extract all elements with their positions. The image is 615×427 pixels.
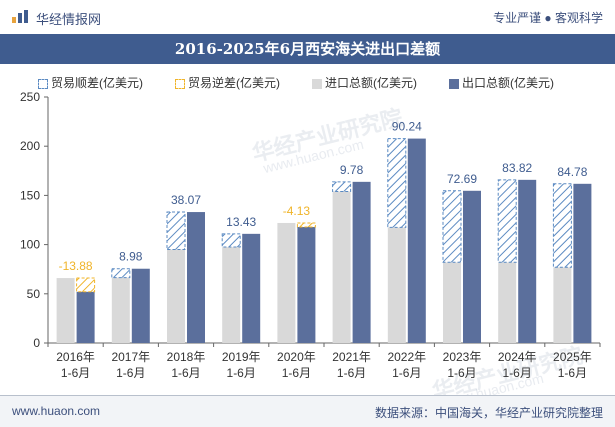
x-tick-label-period: 1-6月 (61, 366, 90, 380)
trade-balance-chart: 0 50 100 150 200 250 -13.88 2016年 1-6月 8.98 2017年 1… (20, 90, 601, 380)
surplus-segment (497, 179, 517, 263)
export-bar (187, 212, 205, 343)
balance-label: 9.78 (340, 163, 364, 177)
footer-divider (0, 395, 615, 396)
x-tick-label-year: 2021年 (332, 350, 371, 364)
brand-name: 华经情报网 (36, 12, 102, 27)
import-bar (222, 247, 241, 343)
balance-label: 13.43 (226, 215, 256, 229)
legend-item-import: 进口总额(亿美元) (312, 74, 417, 91)
x-tick-label-year: 2018年 (167, 350, 206, 364)
x-tick-label-period: 1-6月 (503, 366, 532, 380)
tagline: 专业严谨 ● 客观科学 (493, 11, 603, 25)
footer: www.huaon.com 数据来源：中国海关，华经产业研究院整理 (0, 396, 615, 427)
chart-title: 2016-2025年6月西安海关进出口差额 (174, 40, 441, 58)
legend-swatch-surplus (38, 78, 48, 89)
x-tick-label-period: 1-6月 (447, 366, 476, 380)
legend-item-deficit: 贸易逆差(亿美元) (175, 74, 280, 91)
deficit-segment (296, 222, 316, 228)
balance-label: 83.82 (502, 161, 532, 175)
x-tick-label-year: 2023年 (443, 350, 482, 364)
y-tick-label: 50 (27, 287, 41, 301)
x-tick-label-period: 1-6月 (558, 366, 587, 380)
balance-label: -13.88 (59, 259, 93, 273)
x-tick-label-period: 1-6月 (282, 366, 311, 380)
import-bar (387, 227, 406, 343)
legend-label-export: 出口总额(亿美元) (462, 76, 554, 90)
import-bar (277, 222, 296, 343)
balance-label: 84.78 (557, 165, 587, 179)
surplus-segment (387, 138, 407, 228)
export-bar (242, 233, 261, 343)
x-tick-label-period: 1-6月 (116, 366, 145, 380)
y-tick-label: 250 (20, 90, 40, 104)
surplus-segment (332, 181, 352, 192)
x-tick-label-year: 2025年 (553, 350, 592, 364)
legend-swatch-import (312, 78, 322, 89)
y-tick-label: 150 (20, 188, 40, 202)
legend-label-surplus: 贸易顺差(亿美元) (51, 76, 143, 90)
balance-label: 8.98 (119, 250, 143, 264)
y-tick-label: 100 (20, 238, 40, 252)
x-tick-label-year: 2022年 (387, 350, 426, 364)
balance-label: -4.13 (283, 204, 311, 218)
y-tick-label: 0 (33, 336, 40, 350)
legend-swatch-export (449, 78, 459, 89)
legend-label-import: 进口总额(亿美元) (325, 76, 417, 90)
y-tick-label: 200 (20, 139, 40, 153)
x-tick-label-period: 1-6月 (392, 366, 421, 380)
surplus-segment (221, 233, 241, 248)
import-bar (332, 191, 351, 343)
export-bar (573, 183, 592, 343)
export-bar (131, 268, 150, 343)
x-tick-label-period: 1-6月 (227, 366, 256, 380)
balance-label: 90.24 (392, 120, 422, 134)
x-tick-label-period: 1-6月 (337, 366, 366, 380)
surplus-segment (552, 183, 572, 268)
legend-label-deficit: 贸易逆差(亿美元) (188, 76, 280, 90)
footer-source: 数据来源：中国海关，华经产业研究院整理 (374, 406, 603, 420)
top-bar: 华经情报网 专业严谨 ● 客观科学 (0, 0, 615, 34)
import-bar (443, 262, 461, 343)
surplus-segment (111, 268, 131, 279)
export-bar (407, 138, 426, 343)
x-tick-label-period: 1-6月 (171, 366, 200, 380)
x-tick-label-year: 2019年 (222, 350, 261, 364)
balance-label: 38.07 (171, 193, 201, 207)
x-tick-label-year: 2024年 (498, 350, 537, 364)
legend-item-export: 出口总额(亿美元) (449, 74, 554, 91)
x-tick-label-year: 2017年 (111, 350, 150, 364)
export-bar (297, 227, 316, 343)
balance-label: 72.69 (447, 172, 477, 186)
export-bar (518, 179, 537, 343)
export-bar (352, 181, 371, 343)
x-tick-label-year: 2016年 (56, 350, 95, 364)
surplus-segment (442, 190, 462, 263)
footer-website: www.huaon.com (12, 404, 101, 418)
export-bar (463, 190, 481, 343)
import-bar (553, 267, 572, 343)
import-bar (167, 249, 185, 343)
export-bar (76, 291, 95, 343)
deficit-segment (76, 277, 96, 293)
surplus-segment (166, 211, 186, 251)
import-bar (498, 262, 517, 343)
legend-item-surplus: 贸易顺差(亿美元) (38, 74, 143, 91)
legend-swatch-deficit (175, 78, 185, 89)
import-bar (56, 278, 75, 343)
title-bar: 2016-2025年6月西安海关进出口差额 (0, 34, 615, 64)
x-tick-label-year: 2020年 (277, 350, 316, 364)
import-bar (111, 277, 130, 343)
logo-icon (12, 10, 28, 23)
